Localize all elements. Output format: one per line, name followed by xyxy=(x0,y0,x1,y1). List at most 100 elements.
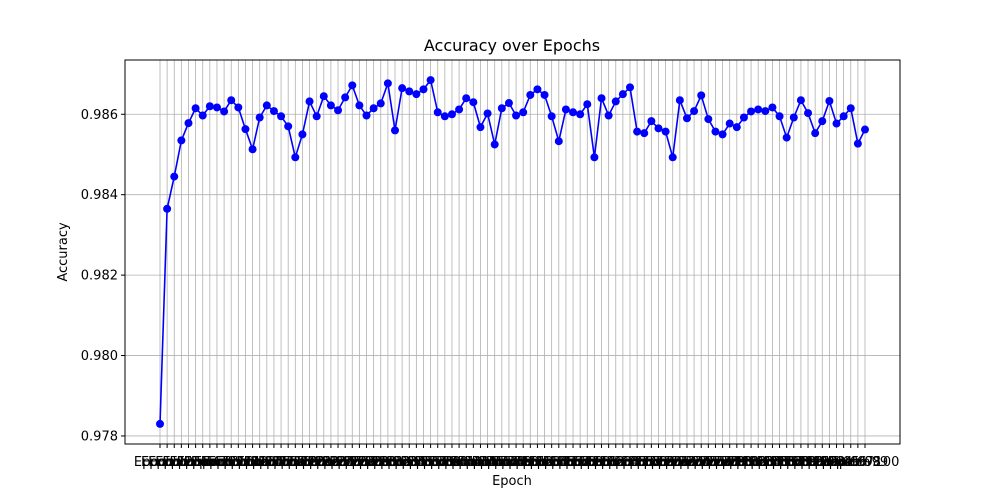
data-point xyxy=(675,96,684,105)
data-point xyxy=(640,129,649,138)
data-point xyxy=(170,172,179,181)
data-point xyxy=(618,90,627,99)
data-point xyxy=(405,87,414,96)
data-point xyxy=(604,111,613,120)
x-tick-label: Epoch 14 xyxy=(222,455,282,470)
x-tick-label: Epoch 90 xyxy=(764,455,824,470)
x-tick-label: Epoch 8 xyxy=(184,455,236,470)
x-tick-label: Epoch 85 xyxy=(728,455,788,470)
data-point xyxy=(248,145,257,154)
x-tick-label: Epoch 69 xyxy=(614,455,674,470)
data-point xyxy=(476,123,485,132)
x-tick-label: Epoch 92 xyxy=(778,455,838,470)
x-tick-label: Epoch 70 xyxy=(621,455,681,470)
x-tick-label: Epoch 11 xyxy=(201,455,261,470)
data-point xyxy=(376,99,385,108)
x-tick-label: Epoch 43 xyxy=(429,455,489,470)
x-tick-label: Epoch 20 xyxy=(265,455,325,470)
data-point xyxy=(412,90,421,99)
data-point xyxy=(540,90,549,99)
data-point xyxy=(569,108,578,117)
x-tick-label: Epoch 45 xyxy=(443,455,503,470)
x-tick-label: Epoch 10 xyxy=(194,455,254,470)
data-point xyxy=(704,115,713,124)
data-point xyxy=(362,111,371,120)
x-tick-label: Epoch 28 xyxy=(322,455,382,470)
x-tick-label: Epoch 31 xyxy=(343,455,403,470)
x-tick-label: Epoch 51 xyxy=(486,455,546,470)
data-point xyxy=(212,103,221,112)
data-point xyxy=(177,136,186,145)
data-point xyxy=(319,92,328,101)
data-point xyxy=(255,113,264,122)
data-point xyxy=(661,127,670,136)
x-tick-label: Epoch 23 xyxy=(286,455,346,470)
data-point xyxy=(725,119,734,128)
x-tick-label: Epoch 71 xyxy=(628,455,688,470)
data-point xyxy=(682,114,691,123)
data-point xyxy=(163,204,172,213)
x-tick-label: Epoch 25 xyxy=(301,455,361,470)
data-point xyxy=(305,97,314,106)
x-tick-label: Epoch 27 xyxy=(315,455,375,470)
x-tick-label: Epoch 58 xyxy=(536,455,596,470)
x-tick-label: Epoch 66 xyxy=(593,455,653,470)
x-tick-label: Epoch 82 xyxy=(707,455,767,470)
x-tick-label: Epoch 41 xyxy=(415,455,475,470)
x-tick-label: Epoch 33 xyxy=(358,455,418,470)
data-point xyxy=(298,130,307,139)
x-tick-label: Epoch 19 xyxy=(258,455,318,470)
data-point xyxy=(455,105,464,114)
data-point xyxy=(198,111,207,120)
x-tick-label: Epoch 49 xyxy=(472,455,532,470)
x-tick-label: Epoch 44 xyxy=(436,455,496,470)
x-tick-label: Epoch 77 xyxy=(671,455,731,470)
x-tick-label: Epoch 47 xyxy=(457,455,517,470)
data-point xyxy=(341,93,350,102)
data-point xyxy=(462,94,471,103)
data-point xyxy=(718,130,727,139)
x-tick-label: Epoch 40 xyxy=(407,455,467,470)
x-tick-label: Epoch 76 xyxy=(664,455,724,470)
x-tick-label: Epoch 12 xyxy=(208,455,268,470)
data-point xyxy=(668,153,677,162)
x-tick-label: Epoch 39 xyxy=(400,455,460,470)
data-point xyxy=(269,107,278,116)
x-tick-label: Epoch 95 xyxy=(799,455,859,470)
x-tick-label: Epoch 21 xyxy=(272,455,332,470)
data-point xyxy=(284,122,293,131)
x-tick-label: Epoch 13 xyxy=(215,455,275,470)
data-point xyxy=(391,126,399,135)
data-point xyxy=(697,91,706,100)
grid-layer xyxy=(125,60,900,444)
data-point xyxy=(326,101,335,110)
x-tick-label: Epoch 84 xyxy=(721,455,781,470)
x-tick-label: Epoch 34 xyxy=(365,455,425,470)
data-point xyxy=(419,85,428,94)
data-point xyxy=(782,133,791,142)
x-tick-label: Epoch 73 xyxy=(642,455,702,470)
data-point xyxy=(832,119,841,128)
x-tick-label: Epoch 83 xyxy=(714,455,774,470)
data-point xyxy=(398,84,407,93)
data-point xyxy=(768,103,777,112)
data-point xyxy=(690,107,699,116)
data-point xyxy=(576,110,585,119)
data-point xyxy=(440,112,449,121)
x-tick-label: Epoch 60 xyxy=(550,455,610,470)
data-point xyxy=(227,96,236,105)
data-point xyxy=(561,105,570,114)
y-tick-label: 0.978 xyxy=(81,429,118,444)
data-point xyxy=(469,98,478,107)
x-tick-label: Epoch 93 xyxy=(785,455,845,470)
data-point xyxy=(711,127,720,136)
data-point xyxy=(732,123,741,132)
x-tick-label: Epoch 98 xyxy=(821,455,881,470)
data-point xyxy=(156,419,164,428)
data-point xyxy=(626,83,634,92)
data-point xyxy=(839,112,848,121)
x-tick-label: Epoch 63 xyxy=(571,455,631,470)
x-tick-label: Epoch 48 xyxy=(464,455,524,470)
data-point xyxy=(512,111,521,120)
